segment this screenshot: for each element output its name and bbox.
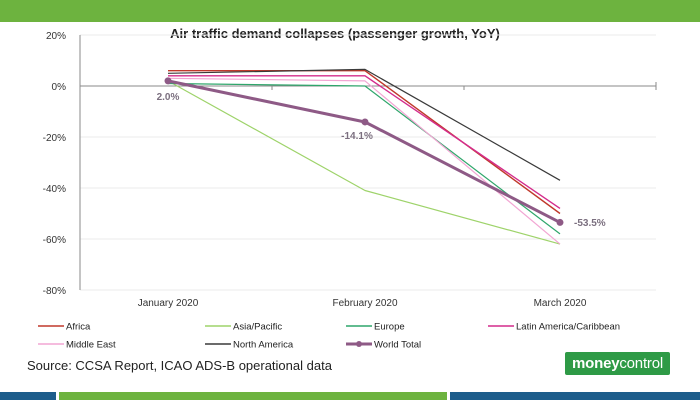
legend-marker-world-total — [356, 341, 362, 347]
y-tick-label: -80% — [43, 286, 66, 297]
legend-label-latin-america-caribbean: Latin America/Caribbean — [516, 322, 620, 333]
series-line-north-america — [167, 68, 561, 181]
series-line-africa — [168, 69, 561, 215]
legend-label-world-total: World Total — [374, 340, 421, 351]
chart-annotations: 2.0% -14.1% -53.5% — [157, 92, 606, 229]
y-tick-label: 20% — [46, 31, 66, 42]
top-accent-band — [0, 0, 700, 22]
series-line-europe — [167, 82, 561, 235]
chart-series — [164, 68, 564, 245]
data-label: -14.1% — [341, 131, 373, 142]
x-tick-label: February 2020 — [332, 298, 397, 309]
logo-part-money: money — [572, 355, 620, 372]
logo-part-control: control — [619, 355, 663, 372]
data-point-world-total — [164, 77, 172, 85]
chart-legend: Africa Asia/Pacific Europe Latin America/Ca… — [38, 322, 620, 351]
data-label: 2.0% — [157, 92, 180, 103]
y-tick-label: -60% — [43, 235, 66, 246]
chart-title: Air traffic demand collapses (passenger … — [170, 26, 500, 41]
bottom-accent-band — [0, 392, 700, 400]
series-line-asia-pacific — [167, 80, 561, 245]
legend-label-north-america: North America — [233, 340, 294, 351]
moneycontrol-logo: moneycontrol — [565, 352, 670, 375]
y-tick-label: 0% — [52, 82, 67, 93]
data-label: -53.5% — [574, 218, 606, 229]
y-tick-label: -40% — [43, 184, 66, 195]
source-note: Source: CCSA Report, ICAO ADS-B operatio… — [27, 358, 332, 373]
legend-label-europe: Europe — [374, 322, 405, 333]
x-tick-label: March 2020 — [534, 298, 587, 309]
series-line-world-total — [167, 79, 561, 224]
data-point-world-total — [361, 118, 369, 126]
y-tick-label: -20% — [43, 133, 66, 144]
x-tick-label: January 2020 — [138, 298, 199, 309]
series-line-middle-east — [167, 77, 561, 245]
legend-label-africa: Africa — [66, 322, 91, 333]
series-line-latin-america-caribbean — [168, 75, 561, 209]
data-point-world-total — [556, 218, 564, 226]
chart-gridlines — [80, 34, 656, 291]
legend-label-asia-pacific: Asia/Pacific — [233, 322, 282, 333]
chart-axes: 20% 0% -20% -40% -60% -80% January 2020 Februar… — [43, 31, 657, 309]
legend-label-middle-east: Middle East — [66, 340, 116, 351]
